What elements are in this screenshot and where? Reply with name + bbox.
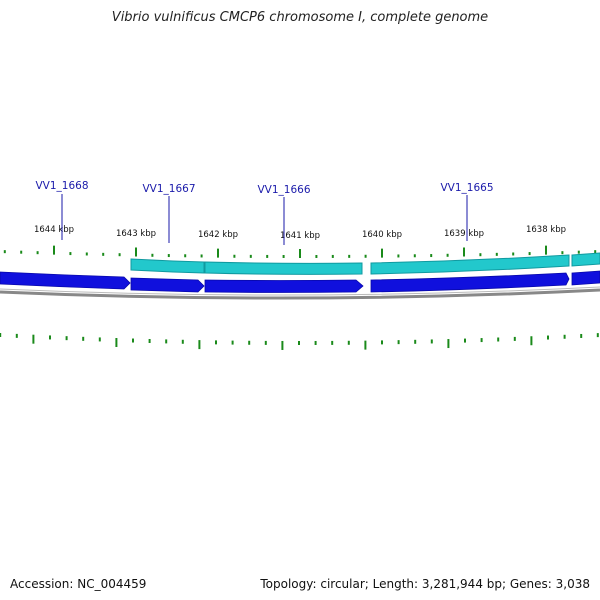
backbone-line <box>0 288 600 300</box>
map-title: Vibrio vulnificus CMCP6 chromosome I, co… <box>111 10 489 25</box>
gene-label[interactable]: VV1_1667 <box>142 183 195 195</box>
feature-track <box>130 252 600 275</box>
genome-stats: Topology: circular; Length: 3,281,944 bp… <box>260 577 590 591</box>
gene-label[interactable]: VV1_1665 <box>440 182 493 194</box>
gene-label[interactable]: VV1_1668 <box>35 180 88 192</box>
ruler-label: 1641 kbp <box>280 231 320 241</box>
ruler-label: 1640 kbp <box>362 230 402 240</box>
cds-arrow[interactable] <box>571 270 600 286</box>
cds-arrow[interactable] <box>0 271 131 290</box>
cds-arrow[interactable] <box>130 277 205 293</box>
feature-segment[interactable] <box>571 252 600 267</box>
ruler-label: 1644 kbp <box>34 225 74 235</box>
gene-labels: VV1_1668 VV1_1667 VV1_1666 VV1_1665 <box>35 180 494 245</box>
accession-label: Accession: NC_004459 <box>10 577 147 591</box>
cds-arrow[interactable] <box>370 272 570 293</box>
feature-segment[interactable] <box>370 254 570 275</box>
backbone-line-inner <box>0 286 600 296</box>
ruler-label: 1642 kbp <box>198 230 238 240</box>
ruler-label: 1638 kbp <box>526 225 566 235</box>
tick-marks-bottom <box>0 333 599 350</box>
feature-segment[interactable] <box>204 261 363 275</box>
ruler-label: 1643 kbp <box>116 229 156 239</box>
tick-marks-top <box>3 245 597 258</box>
cds-arrow[interactable] <box>204 279 364 293</box>
gene-label[interactable]: VV1_1666 <box>257 184 310 196</box>
ruler-label: 1639 kbp <box>444 229 484 239</box>
cds-track <box>0 270 600 293</box>
feature-segment[interactable] <box>130 258 205 274</box>
ruler-labels: 1644 kbp 1643 kbp 1642 kbp 1641 kbp 1640 kbp… <box>34 225 566 241</box>
